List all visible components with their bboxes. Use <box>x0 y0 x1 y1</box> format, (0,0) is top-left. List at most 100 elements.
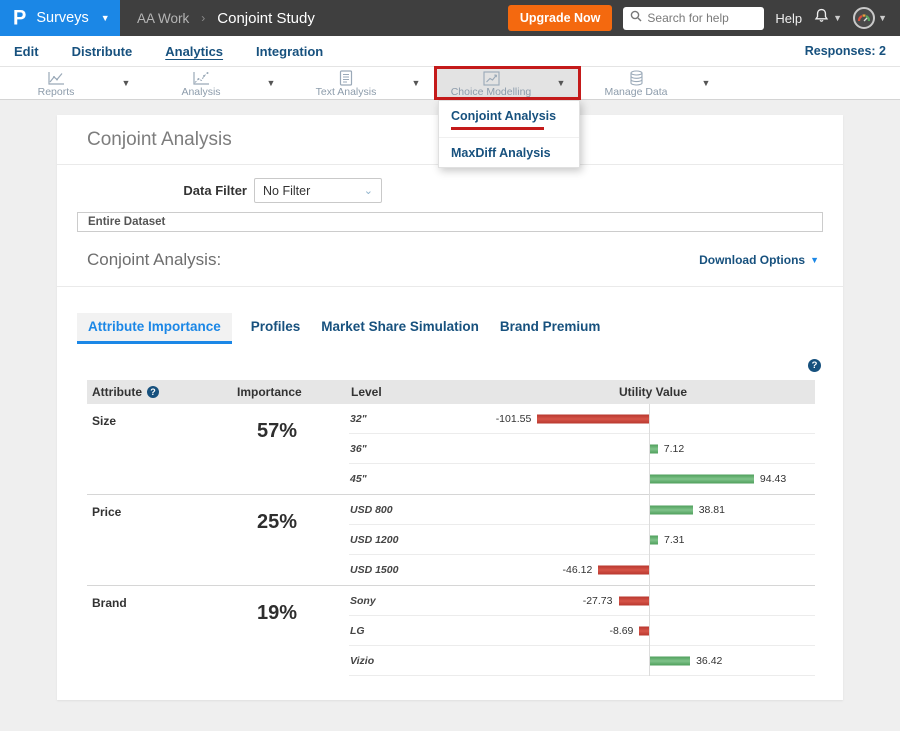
account-menu[interactable]: ▼ <box>853 7 887 29</box>
utility-bar <box>650 535 658 544</box>
utility-bar <box>650 656 691 665</box>
attribute-group-row: Brand 19% Sony -27.73 LG -8.69 Vizio 36.42 <box>87 585 815 676</box>
zero-axis-line <box>649 586 650 616</box>
breadcrumb-workspace[interactable]: AA Work <box>137 10 190 26</box>
level-label: Sony <box>350 594 376 607</box>
column-header-utility-value: Utility Value <box>619 385 688 399</box>
level-row: 32" -101.55 <box>349 404 815 434</box>
level-label: USD 800 <box>350 503 393 516</box>
breadcrumb-separator-icon: › <box>201 11 206 25</box>
annotation-underline <box>451 127 544 130</box>
utility-bar <box>537 414 649 423</box>
upgrade-now-button[interactable]: Upgrade Now <box>507 5 613 31</box>
level-row: 45" 94.43 <box>349 464 815 495</box>
chevron-down-icon[interactable]: ▼ <box>556 78 566 88</box>
help-search[interactable] <box>623 6 765 30</box>
tab-market-share-simulation[interactable]: Market Share Simulation <box>321 319 479 334</box>
product-switcher[interactable]: P Surveys ▼ <box>0 0 120 36</box>
tab-brand-premium[interactable]: Brand Premium <box>499 319 601 334</box>
zero-axis-line <box>649 404 650 434</box>
utility-bar <box>598 565 649 575</box>
level-row: USD 1200 7.31 <box>349 525 815 555</box>
nav-item-distribute[interactable]: Distribute <box>71 43 133 59</box>
toolbar-choice-modelling[interactable]: Choice Modelling ▼ Conjoint Analysis Max… <box>434 66 581 168</box>
tab-attribute-importance[interactable]: Attribute Importance <box>77 313 232 344</box>
menu-item-maxdiff-analysis[interactable]: MaxDiff Analysis <box>439 137 579 167</box>
utility-value-label: 38.81 <box>698 503 725 516</box>
help-question-icon[interactable]: ? <box>808 359 821 372</box>
zero-axis-line <box>649 555 650 586</box>
utility-bar <box>618 596 649 605</box>
level-label: LG <box>350 624 365 637</box>
level-row: LG -8.69 <box>349 616 815 646</box>
data-filter-row: Data Filter No Filter ⌄ <box>57 178 843 203</box>
data-filter-value: No Filter <box>263 183 311 198</box>
utility-value-label: -8.69 <box>609 624 634 637</box>
toolbar-reports[interactable]: Reports ▼ <box>0 67 145 99</box>
utility-value-label: -27.73 <box>582 594 613 607</box>
level-row: 36" 7.12 <box>349 434 815 464</box>
level-row: Vizio 36.42 <box>349 646 815 676</box>
utility-bar-chart: 36.42 <box>479 646 815 676</box>
data-filter-label: Data Filter <box>183 183 247 198</box>
conjoint-analysis-card: Conjoint Analysis Data Filter No Filter … <box>57 115 843 700</box>
utility-bar <box>650 505 693 514</box>
chevron-down-icon: ▼ <box>100 12 110 23</box>
report-tabs: Attribute Importance Profiles Market Sha… <box>57 287 843 344</box>
level-label: USD 1200 <box>350 533 399 546</box>
column-header-importance: Importance <box>237 385 302 399</box>
chevron-down-icon[interactable]: ▼ <box>266 78 276 88</box>
tab-profiles[interactable]: Profiles <box>250 319 301 334</box>
brand-logo: P <box>13 6 27 30</box>
zero-axis-line <box>649 525 650 555</box>
nav-item-analytics[interactable]: Analytics <box>165 43 224 59</box>
toolbar-manage-data[interactable]: Manage Data ▼ <box>580 67 725 99</box>
utility-value-label: -46.12 <box>562 564 593 576</box>
level-rows: Sony -27.73 LG -8.69 Vizio 36.42 <box>349 586 815 676</box>
attribute-help-icon[interactable]: ? <box>147 386 159 398</box>
notifications-button[interactable]: ▼ <box>813 7 842 30</box>
menu-item-conjoint-analysis[interactable]: Conjoint Analysis <box>439 101 579 137</box>
chevron-down-icon[interactable]: ▼ <box>121 78 131 88</box>
chevron-down-icon: ⌄ <box>363 185 373 197</box>
nav-item-edit[interactable]: Edit <box>14 43 39 59</box>
breadcrumb: AA Work › Conjoint Study <box>137 0 315 36</box>
column-header-attribute: Attribute <box>92 385 142 399</box>
zero-axis-line <box>649 464 650 495</box>
avatar <box>853 7 876 29</box>
importance-value: 25% <box>257 511 298 533</box>
choice-chart-icon <box>482 70 500 86</box>
toolbar-label: Analysis <box>181 85 221 98</box>
data-filter-select[interactable]: No Filter ⌄ <box>254 178 382 203</box>
utility-value-label: 36.42 <box>696 654 723 667</box>
nav-item-integration[interactable]: Integration <box>256 43 324 59</box>
column-header-level: Level <box>351 385 382 399</box>
toolbar-label: Choice Modelling <box>450 85 532 98</box>
level-row: USD 1500 -46.12 <box>349 555 815 586</box>
utility-bar-chart: 94.43 <box>479 464 815 495</box>
utility-bar <box>650 474 754 484</box>
utility-table-body: Size 57% 32" -101.55 36" 7.12 45" 94.43 Price… <box>87 404 815 676</box>
chevron-down-icon[interactable]: ▼ <box>411 78 421 88</box>
attribute-name: Size <box>92 414 117 428</box>
chevron-down-icon[interactable]: ▼ <box>701 78 711 88</box>
toolbar-analysis[interactable]: Analysis ▼ <box>145 67 290 99</box>
attribute-name: Brand <box>92 596 127 610</box>
utility-bar-chart: -46.12 <box>479 555 815 586</box>
search-input[interactable] <box>647 11 758 25</box>
utility-bar-chart: -8.69 <box>479 616 815 646</box>
toolbar-text-analysis[interactable]: Text Analysis ▼ <box>290 67 435 99</box>
toolbar-label: Manage Data <box>604 86 668 98</box>
top-bar: P Surveys ▼ AA Work › Conjoint Study Upg… <box>0 0 900 36</box>
download-options-button[interactable]: Download Options ▼ <box>699 253 819 267</box>
level-label: 32" <box>350 412 367 425</box>
utility-bar <box>650 444 658 453</box>
dataset-section-header[interactable]: Entire Dataset <box>77 212 823 232</box>
attribute-group-row: Size 57% 32" -101.55 36" 7.12 45" 94.43 <box>87 404 815 495</box>
chevron-down-icon: ▼ <box>810 254 819 265</box>
help-link[interactable]: Help <box>775 10 803 26</box>
table-help-row: ? <box>57 344 843 378</box>
toolbar-label: Reports <box>37 85 75 98</box>
attribute-name: Price <box>92 505 122 519</box>
utility-bar-chart: 7.31 <box>479 525 815 555</box>
